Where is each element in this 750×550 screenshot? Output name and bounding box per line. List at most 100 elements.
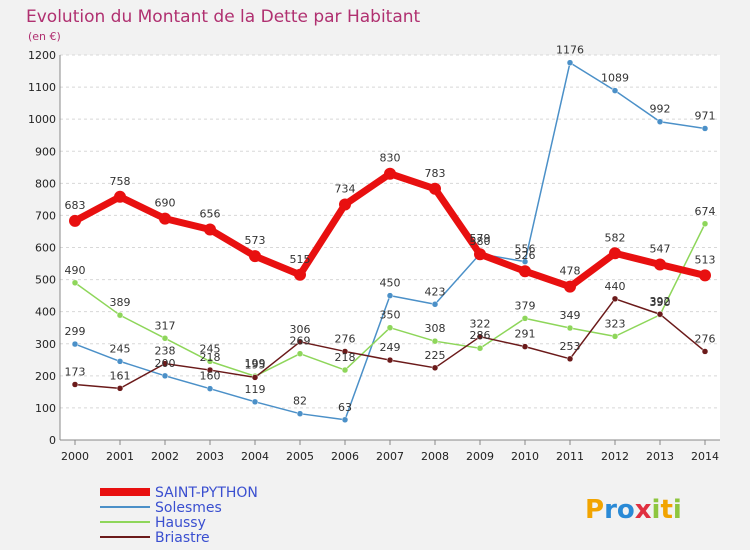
data-label: 490 [65,264,86,277]
x-tick-label: 2002 [151,450,179,463]
data-point [431,337,439,345]
data-point [566,355,574,363]
y-tick-label: 1000 [28,113,56,126]
data-label: 299 [65,325,86,338]
y-tick-label: 800 [35,177,56,190]
data-label: 161 [110,369,131,382]
logo-letter: o [617,495,635,525]
data-label: 389 [110,296,131,309]
data-point [341,366,349,374]
data-label: 238 [155,345,176,358]
data-point [161,335,169,342]
data-label: 783 [425,167,446,180]
data-point [431,301,439,308]
y-tick-label: 500 [35,274,56,287]
x-tick-label: 2013 [646,450,674,463]
data-label: 683 [65,199,86,212]
series-lines [69,59,711,424]
data-label: 291 [515,328,536,341]
data-point [566,59,574,66]
data-point [701,220,709,228]
data-point [116,311,124,319]
data-label: 317 [155,319,176,332]
y-tick-label: 1100 [28,81,56,94]
data-point [429,182,441,195]
data-point [701,348,709,355]
data-label: 199 [245,357,266,370]
x-tick-label: 2006 [331,450,359,463]
data-point [251,398,259,406]
data-point [249,250,261,263]
data-label: 656 [200,208,221,221]
data-point [341,416,349,424]
data-label: 306 [290,323,311,336]
data-point [71,340,79,348]
y-tick-label: 0 [49,434,56,447]
data-label: 349 [560,309,581,322]
data-label: 276 [335,332,356,345]
data-label: 173 [65,365,86,378]
data-point [519,265,531,278]
data-label: 734 [335,183,356,196]
data-point [116,385,124,392]
legend-label: Solesmes [155,500,222,516]
data-point [476,344,484,352]
data-label: 758 [110,175,131,188]
data-label: 547 [650,243,671,256]
y-tick-label: 600 [35,242,56,255]
data-label: 218 [200,351,221,364]
data-label: 253 [560,340,581,353]
data-label: 513 [695,253,716,266]
data-label: 63 [338,401,352,414]
data-point [656,118,664,125]
data-point [69,214,81,227]
legend-label: SAINT-PYTHON [155,485,258,501]
data-label: 440 [605,280,626,293]
data-point [474,248,486,261]
data-label: 390 [650,296,671,309]
data-point [206,385,214,392]
data-point [206,366,214,374]
data-point [699,269,711,282]
data-label: 971 [695,109,716,122]
data-label: 573 [245,234,266,247]
data-point [294,268,306,281]
data-label: 276 [695,332,716,345]
logo-letter: t [660,495,672,525]
logo-letter: i [673,495,682,525]
data-point [566,324,574,332]
data-label: 582 [605,231,626,244]
data-label: 515 [290,253,311,266]
x-tick-label: 2004 [241,450,269,463]
data-label: 580 [470,235,491,248]
data-label: 350 [380,309,401,322]
logo-letter: P [585,495,604,525]
data-label: 286 [470,329,491,342]
data-label: 674 [695,205,716,218]
data-point [611,333,619,340]
data-point [521,315,529,322]
y-tick-label: 1200 [28,49,56,62]
data-point [611,87,619,94]
data-label: 308 [425,322,446,335]
data-point [251,374,259,381]
data-label: 690 [155,197,176,210]
data-label: 478 [560,265,581,278]
x-tick-label: 2005 [286,450,314,463]
y-tick-label: 900 [35,145,56,158]
data-label: 200 [155,357,176,370]
data-point [116,358,124,365]
data-label: 379 [515,299,536,312]
y-tick-label: 200 [35,370,56,383]
data-label: 392 [650,295,671,308]
data-point [71,279,79,287]
data-point [159,212,171,225]
data-point [339,198,351,211]
logo-letter: i [652,495,661,525]
x-tick-label: 2010 [511,450,539,463]
data-label: 195 [245,358,266,371]
data-label: 322 [470,318,491,331]
data-labels: 299 245 200 160 119 82 63 450 423 580 556 1176 1089 9… [65,44,716,414]
proxiti-logo: Proxiti [585,495,682,525]
